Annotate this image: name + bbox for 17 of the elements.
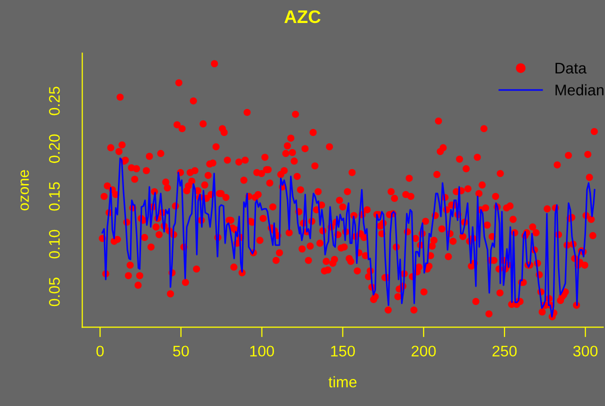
y-tick-label: 0.25 — [48, 86, 60, 116]
x-tick-label: 200 — [412, 346, 436, 357]
x-tick-label: 100 — [250, 346, 274, 357]
y-tick-label: 0.05 — [48, 278, 60, 306]
y-tick-label: 0.10 — [48, 230, 60, 258]
y-tick-label: 0.20 — [48, 134, 60, 163]
y-axis-title: ozone — [20, 170, 29, 210]
legend-label: Data — [556, 62, 587, 74]
x-tick-label: 150 — [331, 346, 355, 357]
y-tick-label: 0.15 — [48, 182, 60, 211]
x-tick-label: 50 — [173, 346, 189, 357]
x-tick-label: 0 — [96, 346, 104, 357]
legend-label: Median — [556, 84, 604, 96]
chart-title: AZC — [284, 10, 321, 24]
x-tick-label: 300 — [573, 346, 598, 357]
x-axis-title: time — [328, 376, 356, 388]
x-tick-label: 250 — [492, 346, 517, 357]
